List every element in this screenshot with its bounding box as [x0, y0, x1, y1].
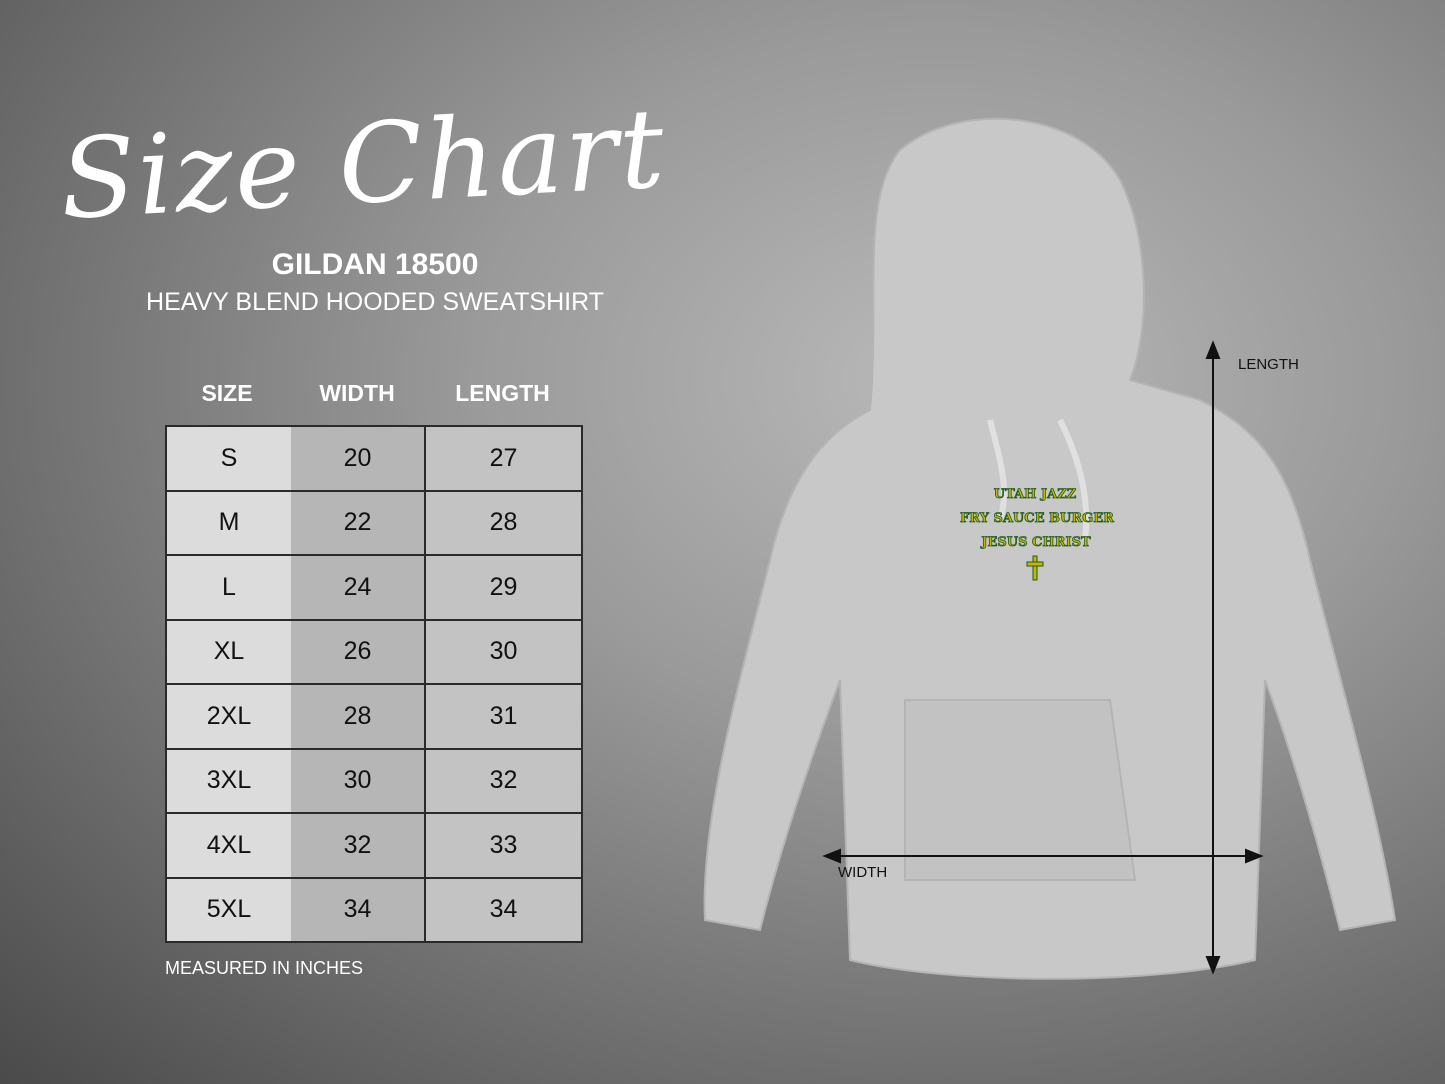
length-cell: 28	[424, 489, 583, 556]
size-cell: M	[165, 489, 291, 556]
print-line-2: FRY SAUCE BURGER	[960, 511, 1114, 526]
product-model: GILDAN 18500	[271, 248, 479, 281]
size-cell: XL	[165, 618, 291, 685]
width-cell: 32	[291, 812, 426, 879]
size-cell: 4XL	[165, 812, 291, 879]
size-table: S 20 27 M 22 28 L 24 29 XL 26 30 2XL 28 31 3XL 30 32 4XL 32…	[165, 425, 583, 943]
size-cell: L	[165, 554, 291, 621]
product-name: HEAVY BLEND HOODED SWEATSHIRT	[146, 288, 604, 316]
width-arrow	[822, 848, 1264, 864]
print-line-1: UTAH JAZZ	[994, 487, 1077, 502]
table-row: 4XL 32 33	[165, 812, 583, 879]
measurement-note: MEASURED IN INCHES	[165, 958, 364, 978]
length-cell: 33	[424, 812, 583, 879]
length-cell: 31	[424, 683, 583, 750]
table-row: L 24 29	[165, 554, 583, 621]
width-cell: 26	[291, 618, 426, 685]
length-cell: 29	[424, 554, 583, 621]
table-row: 3XL 30 32	[165, 747, 583, 814]
length-cell: 27	[424, 425, 583, 492]
table-row: M 22 28	[165, 489, 583, 556]
length-cell: 32	[424, 747, 583, 814]
print-line-3: JESUS CHRIST	[980, 535, 1091, 550]
width-cell: 24	[291, 554, 426, 621]
size-cell: S	[165, 425, 291, 492]
table-row: S 20 27	[165, 425, 583, 492]
length-arrow	[1205, 340, 1221, 975]
table-row: XL 26 30	[165, 618, 583, 685]
header-width: WIDTH	[319, 380, 395, 406]
cross-icon	[1026, 555, 1044, 581]
header-length: LENGTH	[455, 380, 550, 406]
width-cell: 34	[291, 876, 426, 943]
width-label: WIDTH	[838, 864, 888, 881]
width-cell: 22	[291, 489, 426, 556]
width-cell: 30	[291, 747, 426, 814]
length-label: LENGTH	[1238, 356, 1299, 373]
table-row: 2XL 28 31	[165, 683, 583, 750]
hoodie-image	[703, 117, 1397, 980]
length-cell: 30	[424, 618, 583, 685]
size-cell: 3XL	[165, 747, 291, 814]
size-cell: 5XL	[165, 876, 291, 943]
width-cell: 20	[291, 425, 426, 492]
size-cell: 2XL	[165, 683, 291, 750]
header-size: SIZE	[201, 380, 253, 406]
width-cell: 28	[291, 683, 426, 750]
table-row: 5XL 34 34	[165, 876, 583, 943]
length-cell: 34	[424, 876, 583, 943]
